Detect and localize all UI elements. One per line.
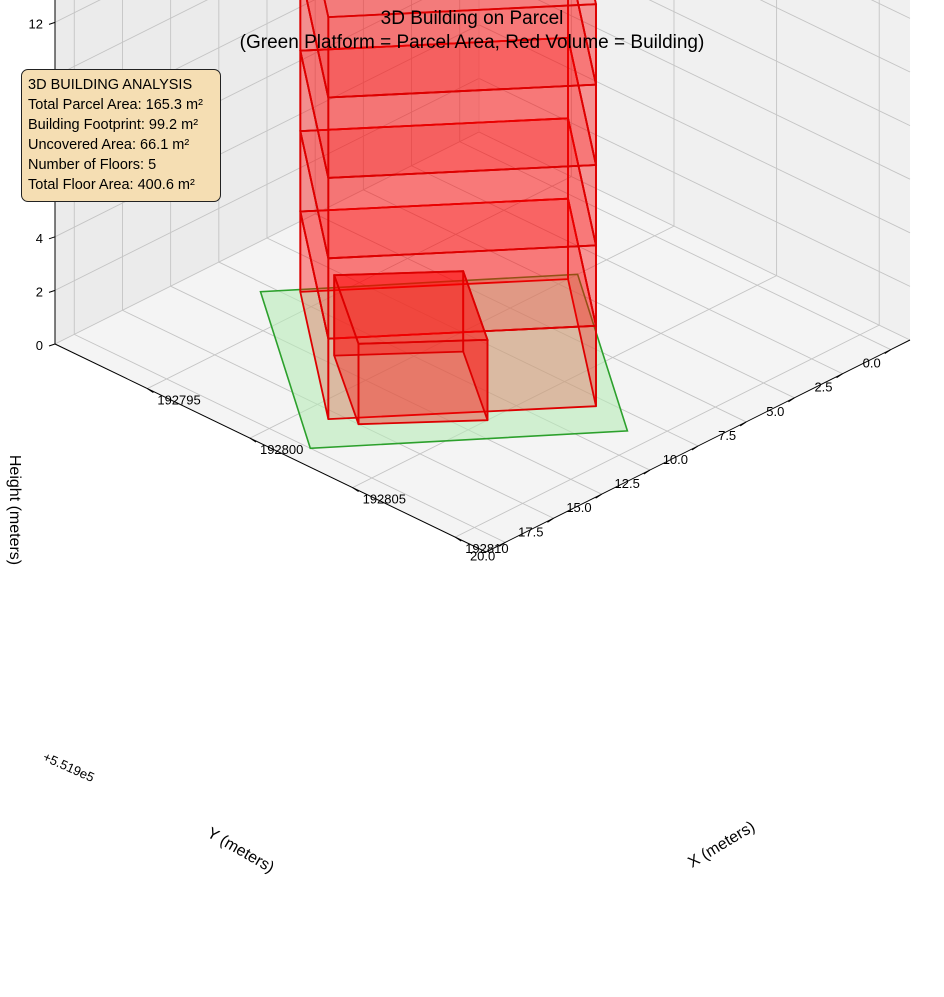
y-tick-label: 7.5 xyxy=(718,428,736,443)
building-volume xyxy=(299,0,598,426)
z-tick-mark xyxy=(48,236,56,240)
grid-z-right xyxy=(54,131,480,345)
y-tick-mark xyxy=(691,445,699,451)
x-tick-mark xyxy=(147,388,154,393)
y-tick-label: 17.5 xyxy=(518,524,543,539)
z-tick-label: 12 xyxy=(29,16,43,31)
grid-z-right xyxy=(54,0,209,77)
y-tick-mark xyxy=(884,349,892,355)
grid-z-left xyxy=(478,77,911,287)
x-tick-label: 192805 xyxy=(363,492,406,507)
axis-labels: X (meters) Y (meters) Height (meters) xyxy=(6,455,758,877)
grid-z-left xyxy=(648,0,911,127)
building-floor-4-wall xyxy=(327,83,597,179)
y-tick-mark xyxy=(836,373,843,379)
small-block-slab xyxy=(332,270,489,345)
y-tick-mark xyxy=(643,469,651,475)
info-line-uncovered: Uncovered Area: 66.1 m² xyxy=(28,137,190,153)
z-tick-label: 2 xyxy=(36,284,43,299)
building-floor-4-wall xyxy=(299,0,569,52)
z-tick-label: 0 xyxy=(36,338,43,353)
x-tick-mark xyxy=(352,487,359,493)
x-tick-mark xyxy=(249,437,257,443)
x-tick-label: 192810 xyxy=(465,541,508,556)
x-tick-label: 192800 xyxy=(260,442,303,457)
building-floor-5-slab xyxy=(323,0,598,19)
y-tick-label: 5.0 xyxy=(766,404,784,419)
x-axis-label: X (meters) xyxy=(685,818,758,871)
info-heading: 3D BUILDING ANALYSIS xyxy=(28,77,193,93)
z-tick-mark xyxy=(48,21,56,25)
info-line-parcel-area: Total Parcel Area: 165.3 m² xyxy=(28,97,203,113)
grid-z-right xyxy=(54,77,480,291)
y-tick-mark xyxy=(788,397,795,403)
y-tick-mark xyxy=(498,541,506,547)
z-tick-mark xyxy=(48,289,56,293)
chart-title: 3D Building on Parcel xyxy=(380,8,564,29)
y-axis-label: Y (meters) xyxy=(204,825,277,877)
grid-y-floor xyxy=(411,165,843,375)
y-tick-label: 2.5 xyxy=(814,380,832,395)
grid-y-floor xyxy=(459,141,891,351)
y-offset-label: +5.519e5 xyxy=(41,749,97,785)
y-tick-label: 12.5 xyxy=(615,476,640,491)
x-tick-label: 192795 xyxy=(157,393,200,408)
building-floor-4-wall xyxy=(567,0,597,166)
grid-z-left xyxy=(478,24,911,234)
y-tick-label: 0.0 xyxy=(863,356,881,371)
info-box: 3D BUILDING ANALYSIS Total Parcel Area: … xyxy=(21,69,221,202)
y-tick-label: 10.0 xyxy=(663,452,688,467)
y-tick-mark xyxy=(547,517,554,523)
y-tick-label: 20.0 xyxy=(470,548,495,563)
grid-z-left xyxy=(759,0,911,73)
info-line-footprint: Building Footprint: 99.2 m² xyxy=(28,117,199,133)
info-line-floor-area: Total Floor Area: 400.6 m² xyxy=(28,177,195,193)
building-floor-3-wall xyxy=(327,164,597,260)
grid-y-floor xyxy=(74,333,506,543)
y-tick-mark xyxy=(739,421,747,427)
x-tick-mark xyxy=(454,536,462,542)
building-floor-5-wall xyxy=(576,0,597,86)
y-tick-label: 15.0 xyxy=(566,500,591,515)
chart-subtitle: (Green Platform = Parcel Area, Red Volum… xyxy=(239,32,705,53)
z-tick-label: 4 xyxy=(36,231,43,246)
z-tick-mark xyxy=(48,343,56,347)
x-axis-line xyxy=(54,343,487,553)
info-line-floors: Number of Floors: 5 xyxy=(28,157,157,173)
y-tick-mark xyxy=(595,493,602,499)
z-axis-label: Height (meters) xyxy=(6,455,23,565)
